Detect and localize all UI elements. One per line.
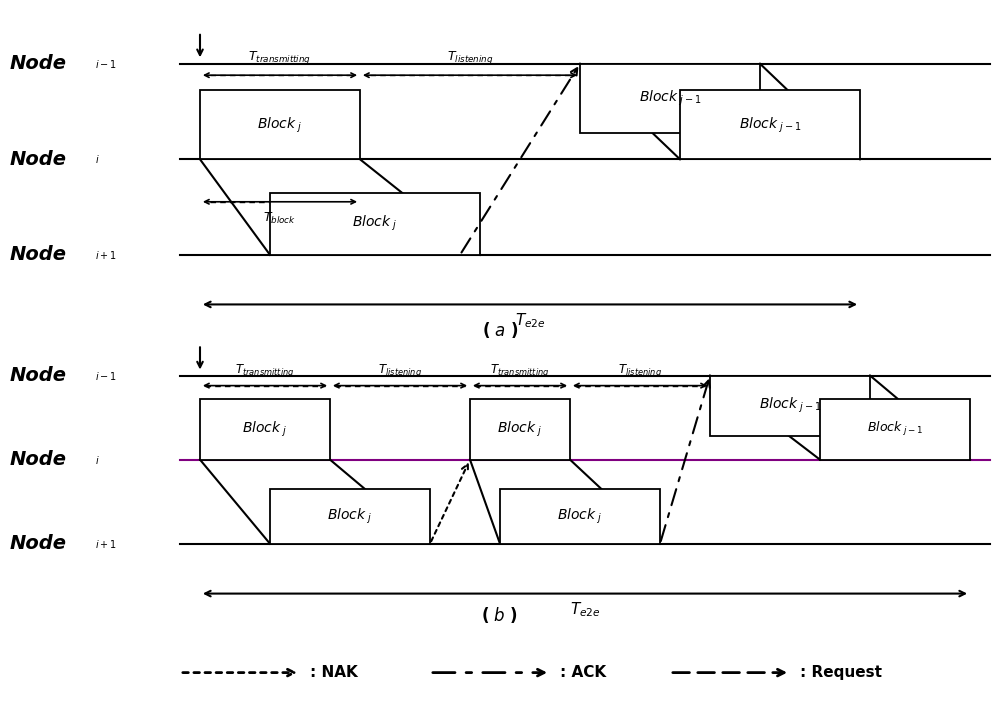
Text: : NAK: : NAK — [310, 665, 358, 680]
Text: $\mathit{Block}_{\ j}$: $\mathit{Block}_{\ j}$ — [352, 214, 398, 234]
Text: $\mathit{T}_{\mathit{block}}$: $\mathit{T}_{\mathit{block}}$ — [263, 211, 297, 226]
Text: $\mathit{T}_{\mathit{listening}}$: $\mathit{T}_{\mathit{listening}}$ — [447, 50, 493, 67]
Bar — [470, 399, 570, 459]
Text: $\mathit{T}_{\mathit{transmitting}}$: $\mathit{T}_{\mathit{transmitting}}$ — [235, 362, 295, 379]
Text: $\mathit{Block}_{\ j-1}$: $\mathit{Block}_{\ j-1}$ — [739, 115, 801, 135]
Text: $\mathit{T}_{\mathit{e2e}}$: $\mathit{T}_{\mathit{e2e}}$ — [570, 600, 600, 619]
Text: Node: Node — [10, 366, 67, 385]
Bar — [270, 193, 480, 255]
Text: : ACK: : ACK — [560, 665, 606, 680]
Text: $\mathbf{(\ \mathit{a}\ )}$: $\mathbf{(\ \mathit{a}\ )}$ — [482, 320, 518, 340]
Text: $\mathit{Block}_{\ j}$: $\mathit{Block}_{\ j}$ — [257, 115, 303, 135]
Text: Node: Node — [10, 246, 67, 264]
Bar — [680, 91, 860, 159]
Text: $_{i+1}$: $_{i+1}$ — [95, 537, 117, 551]
Text: $\mathit{T}_{\mathit{transmitting}}$: $\mathit{T}_{\mathit{transmitting}}$ — [248, 50, 312, 67]
Text: $\mathit{T}_{\mathit{transmitting}}$: $\mathit{T}_{\mathit{transmitting}}$ — [490, 362, 550, 379]
Text: $_{i-1}$: $_{i-1}$ — [95, 369, 117, 382]
Text: $_{i}$: $_{i}$ — [95, 452, 100, 467]
Text: Node: Node — [10, 535, 67, 553]
Text: $\mathit{Block}_{\ j}$: $\mathit{Block}_{\ j}$ — [497, 420, 543, 439]
Text: $\mathit{T}_{\mathit{listening}}$: $\mathit{T}_{\mathit{listening}}$ — [378, 362, 422, 379]
Bar — [200, 399, 330, 459]
Text: $\mathit{Block}_{\ j}$: $\mathit{Block}_{\ j}$ — [557, 507, 603, 526]
Bar — [200, 91, 360, 159]
Text: : Request: : Request — [800, 665, 882, 680]
Text: Node: Node — [10, 55, 67, 73]
Text: $\mathit{T}_{\mathit{listening}}$: $\mathit{T}_{\mathit{listening}}$ — [618, 362, 662, 379]
Text: $_{i-1}$: $_{i-1}$ — [95, 57, 117, 71]
Text: $\mathit{Block}_{\ j}$: $\mathit{Block}_{\ j}$ — [327, 507, 373, 526]
Text: $_{i}$: $_{i}$ — [95, 152, 100, 166]
Text: $\mathit{Block}_{\ j-1}$: $\mathit{Block}_{\ j-1}$ — [867, 421, 923, 438]
Bar — [580, 64, 760, 132]
Bar — [820, 399, 970, 459]
Bar — [270, 489, 430, 544]
Text: $\mathit{Block}_{\ j}$: $\mathit{Block}_{\ j}$ — [242, 420, 288, 439]
Bar — [500, 489, 660, 544]
Bar — [710, 375, 870, 436]
Text: $\mathbf{(\ \mathit{b}\ )}$: $\mathbf{(\ \mathit{b}\ )}$ — [481, 605, 519, 624]
Text: $\mathit{T}_{\mathit{e2e}}$: $\mathit{T}_{\mathit{e2e}}$ — [515, 312, 545, 330]
Text: $\mathit{Block}_{\ j-1}$: $\mathit{Block}_{\ j-1}$ — [759, 396, 821, 416]
Text: $_{i+1}$: $_{i+1}$ — [95, 248, 117, 262]
Text: Node: Node — [10, 450, 67, 469]
Text: $\mathit{Block}_{\ j-1}$: $\mathit{Block}_{\ j-1}$ — [639, 88, 701, 108]
Text: Node: Node — [10, 150, 67, 169]
